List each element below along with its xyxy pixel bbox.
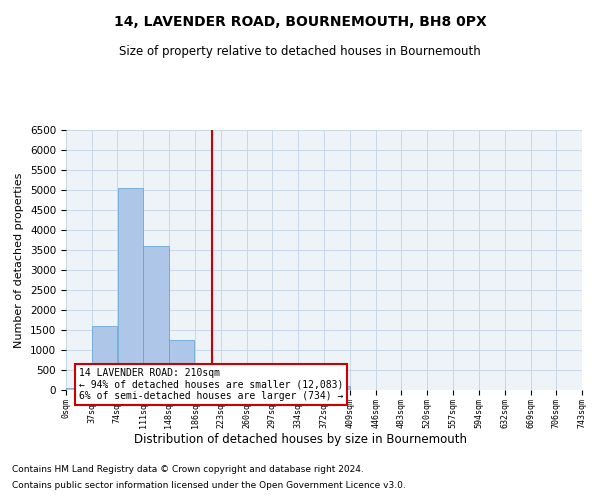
Text: Contains public sector information licensed under the Open Government Licence v3: Contains public sector information licen… (12, 480, 406, 490)
Bar (92, 326, 117, 390)
Bar (325, 386, 350, 390)
Text: Distribution of detached houses by size in Bournemouth: Distribution of detached houses by size … (133, 432, 467, 446)
Bar (118, 188, 143, 390)
Bar (298, 385, 323, 390)
Text: Contains HM Land Registry data © Crown copyright and database right 2024.: Contains HM Land Registry data © Crown c… (12, 466, 364, 474)
Bar (66, 388, 92, 390)
Text: Size of property relative to detached houses in Bournemouth: Size of property relative to detached ho… (119, 45, 481, 58)
Y-axis label: Number of detached properties: Number of detached properties (14, 172, 25, 348)
Bar (169, 340, 194, 390)
Bar (143, 246, 169, 390)
Text: 14, LAVENDER ROAD, BOURNEMOUTH, BH8 0PX: 14, LAVENDER ROAD, BOURNEMOUTH, BH8 0PX (113, 15, 487, 29)
Bar (196, 365, 221, 390)
Text: 14 LAVENDER ROAD: 210sqm
← 94% of detached houses are smaller (12,083)
6% of sem: 14 LAVENDER ROAD: 210sqm ← 94% of detach… (79, 368, 343, 401)
Bar (221, 379, 247, 390)
Bar (247, 381, 272, 390)
Bar (272, 383, 298, 390)
